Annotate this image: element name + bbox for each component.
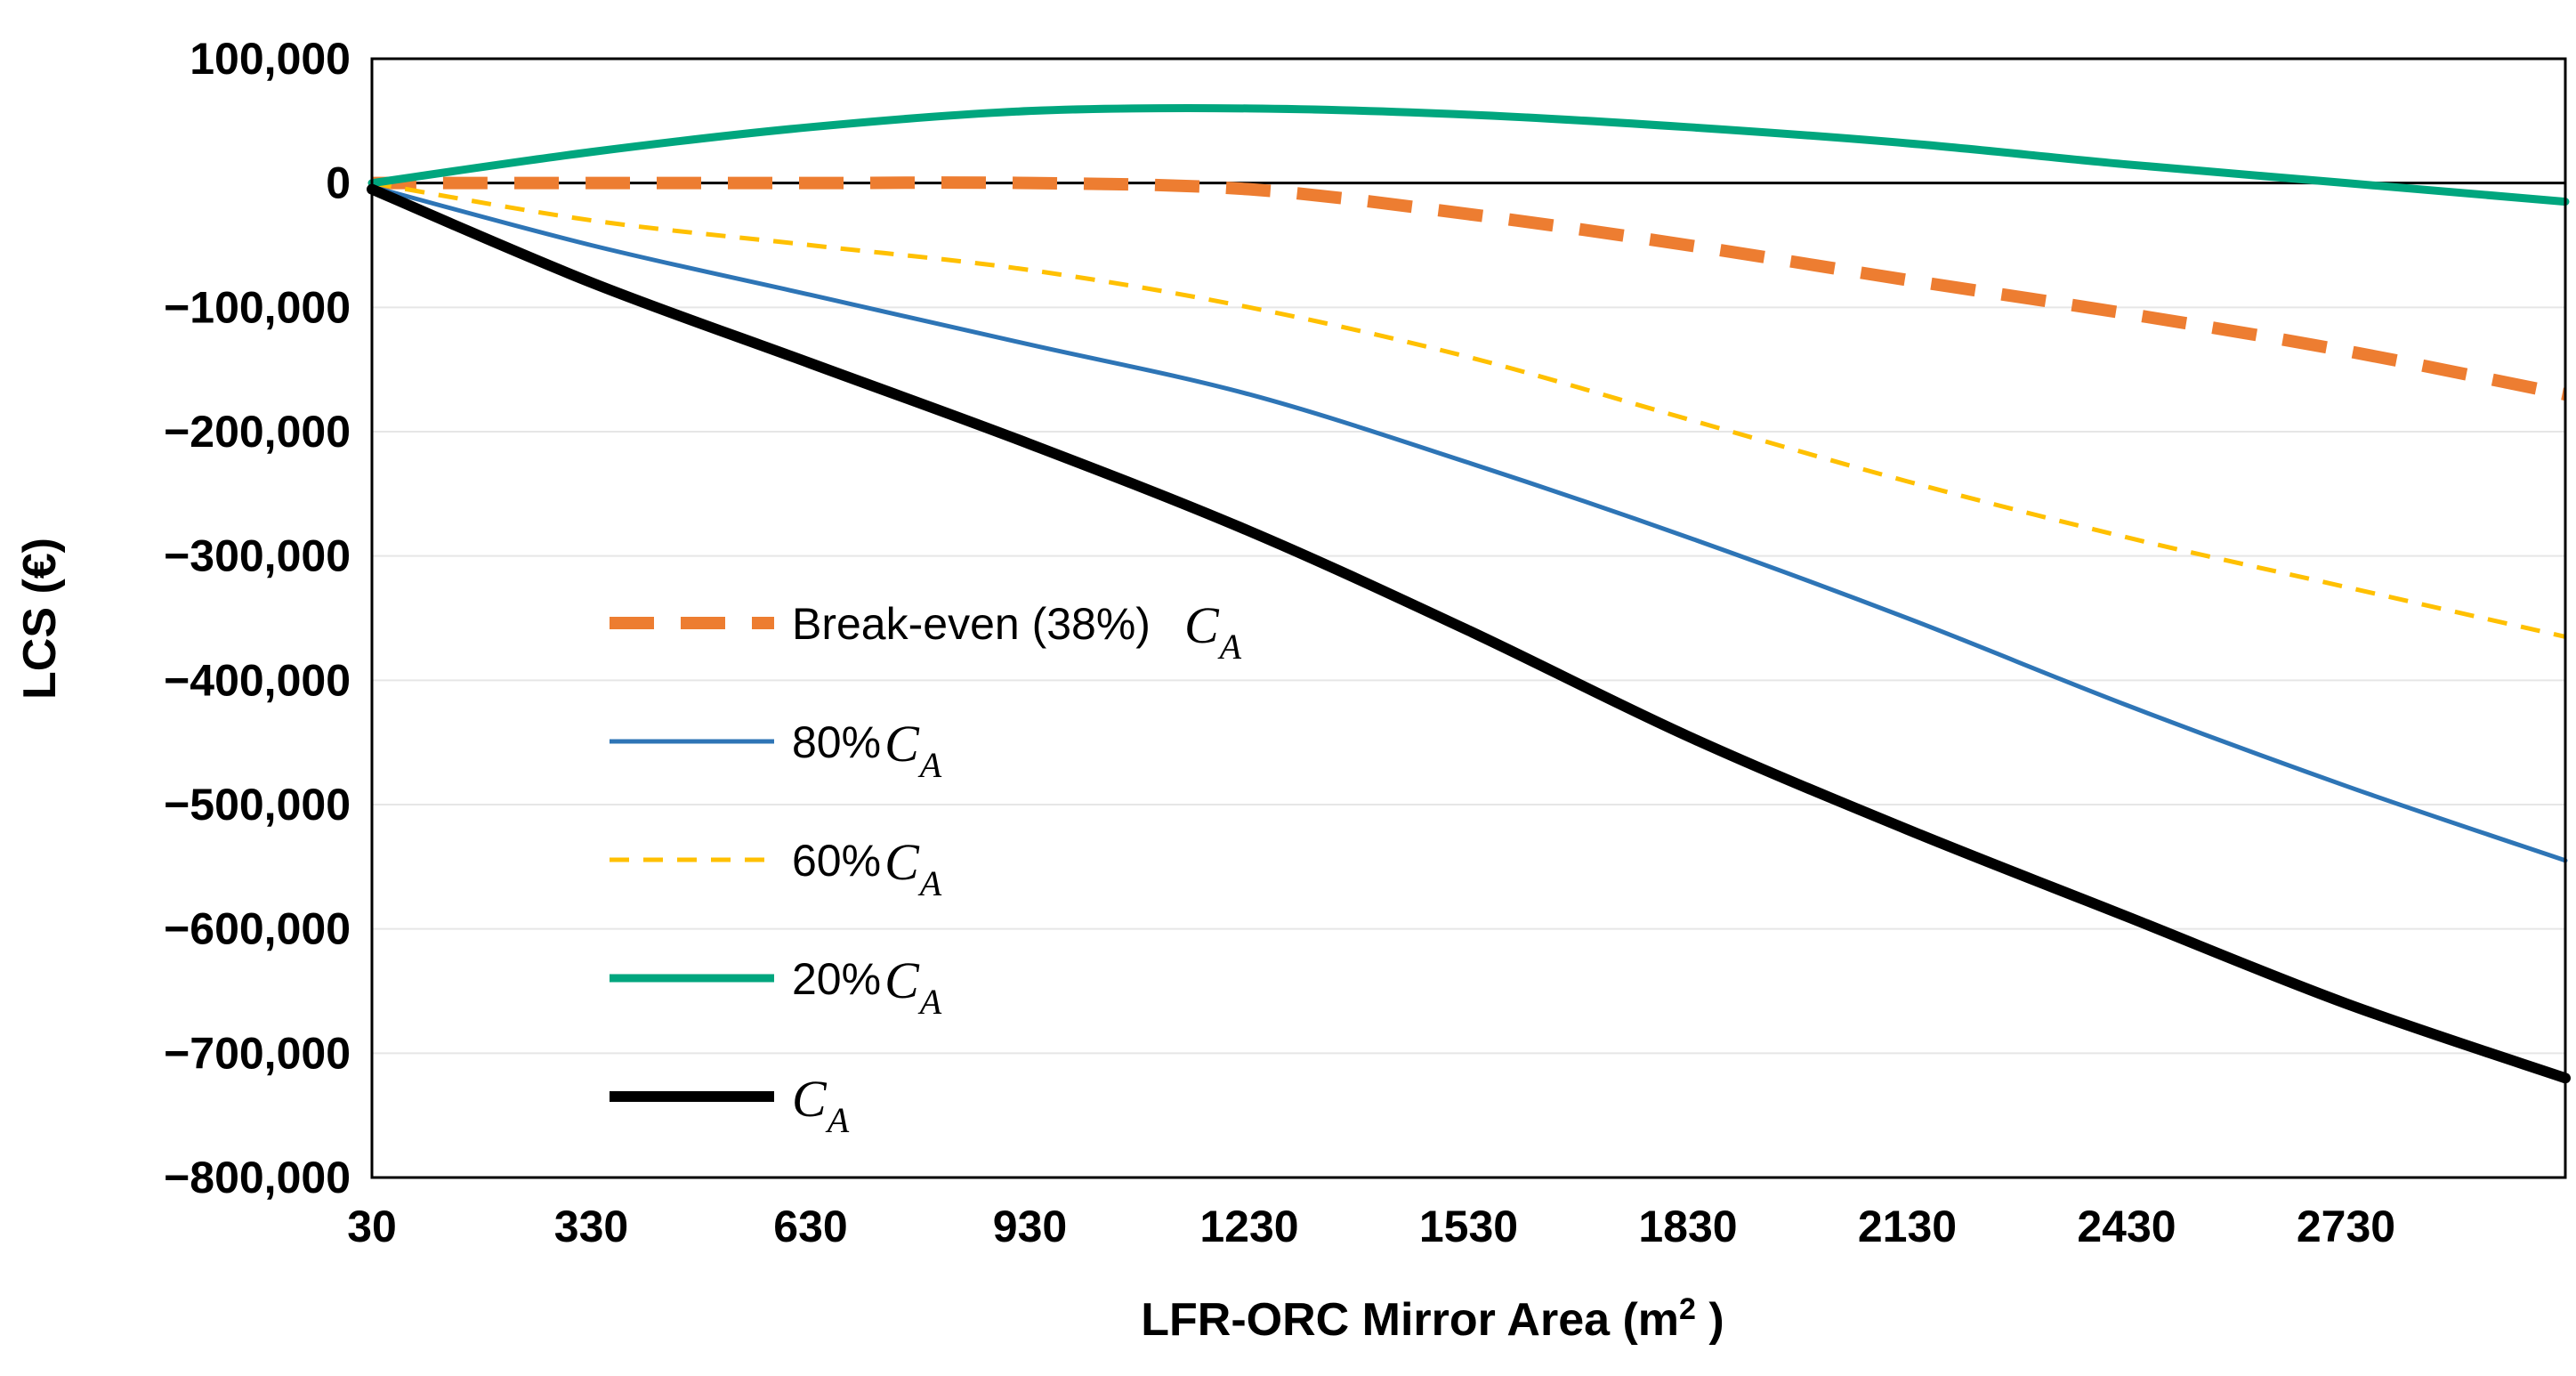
x-tick-label: 930 [993, 1202, 1067, 1251]
y-tick-label: −800,000 [164, 1153, 351, 1202]
y-axis-title: LCS (€) [14, 538, 66, 700]
plot-frame [370, 57, 2567, 1179]
series-line-2 [369, 184, 2568, 863]
x-axis-title-sup: 2 [1679, 1292, 1696, 1326]
x-tick-label: 2430 [2077, 1202, 2176, 1251]
y-tick-labels: 100,000 0 −100,000 −200,000 −300,000 −400,000… [164, 34, 351, 1202]
legend-math-subscript: A [1217, 627, 1242, 667]
x-axis-title-main: LFR-ORC Mirror Area (m [1141, 1294, 1679, 1346]
y-tick-label: −300,000 [164, 531, 351, 581]
y-tick-label: 100,000 [190, 34, 351, 84]
x-tick-label: 1830 [1638, 1202, 1737, 1251]
legend-item-2: 80% C A [610, 715, 942, 785]
x-axis-title: LFR-ORC Mirror Area (m2 ) [1141, 1292, 1724, 1346]
legend-item-1: Break-even (38%) C A [610, 596, 1242, 667]
x-tick-label: 1230 [1199, 1202, 1298, 1251]
series-lines [367, 104, 2571, 1084]
x-tick-label: 30 [347, 1202, 397, 1251]
y-tick-label: −600,000 [164, 904, 351, 954]
series-line-5 [367, 183, 2571, 1084]
x-tick-label: 330 [554, 1202, 628, 1251]
legend-item-3: 60% C A [610, 833, 942, 903]
x-tick-label: 1530 [1419, 1202, 1518, 1251]
series-line-3 [371, 181, 2566, 639]
legend-math-subscript: A [917, 982, 942, 1022]
legend-label: Break-even (38%) [792, 599, 1151, 649]
legend-math-subscript: A [917, 863, 942, 903]
series-line-4 [367, 104, 2570, 206]
legend-math-subscript: A [917, 745, 942, 785]
legend-math-symbol: C [884, 833, 920, 891]
legend-math-symbol: C [884, 715, 920, 773]
y-tick-label: −700,000 [164, 1028, 351, 1078]
legend-label: 20% [792, 954, 881, 1004]
x-tick-labels: 30 330 630 930 1230 1530 1830 2130 2430 2730 [347, 1202, 2395, 1251]
y-tick-label: −100,000 [164, 282, 351, 332]
legend-math-symbol: C [792, 1070, 828, 1128]
x-axis-title-close: ) [1696, 1294, 1724, 1346]
legend-math-subscript: A [825, 1100, 850, 1140]
y-tick-label: −500,000 [164, 780, 351, 830]
y-tick-label: −400,000 [164, 655, 351, 705]
legend-item-4: 20% C A [610, 951, 942, 1022]
legend-label: 60% [792, 836, 881, 886]
x-tick-label: 2730 [2297, 1202, 2395, 1251]
x-tick-label: 2130 [1858, 1202, 1957, 1251]
series-line-1 [372, 176, 2567, 401]
x-tick-label: 630 [773, 1202, 847, 1251]
legend-math-symbol: C [884, 951, 920, 1009]
y-tick-label: 0 [326, 158, 351, 208]
y-tick-label: −200,000 [164, 407, 351, 457]
legend-math-symbol: C [1184, 596, 1220, 654]
legend-label: 80% [792, 717, 881, 767]
gridlines [372, 306, 2565, 1055]
legend: Break-even (38%) C A80% C A60% C A20% C AC A [610, 596, 1242, 1140]
